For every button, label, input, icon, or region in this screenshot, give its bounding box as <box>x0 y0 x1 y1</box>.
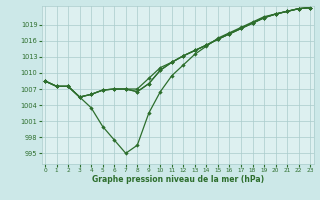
X-axis label: Graphe pression niveau de la mer (hPa): Graphe pression niveau de la mer (hPa) <box>92 175 264 184</box>
